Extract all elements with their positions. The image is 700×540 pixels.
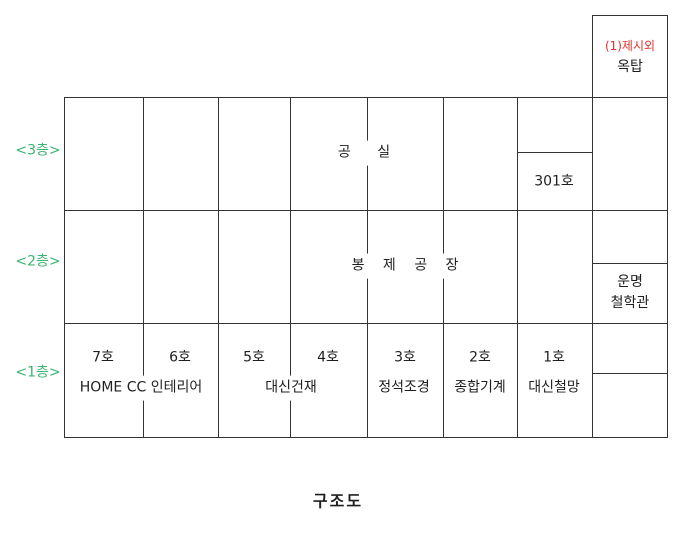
unit-number-3: 3호 <box>394 349 416 366</box>
grid-line <box>517 152 593 153</box>
room-301-label: 301호 <box>534 173 574 190</box>
hall-name-line1: 운명 <box>617 274 643 290</box>
grid-line <box>64 97 668 98</box>
unit-number-5: 5호 <box>243 349 265 366</box>
grid-line <box>517 97 518 438</box>
rooftop-box: (1)제시외 옥탑 <box>593 16 667 97</box>
floor-label-3f: <3층> <box>15 142 61 159</box>
unit-name-home-cc-interior: HOME CC 인테리어 <box>75 375 207 401</box>
diagram-title: 구조도 <box>312 491 364 511</box>
rooftop-annotation: (1)제시외 <box>604 39 656 53</box>
unit-number-2: 2호 <box>469 349 491 366</box>
hall-name-line2: 철학관 <box>610 295 650 311</box>
rooftop-name: 옥탑 <box>617 59 643 75</box>
grid-line <box>143 97 144 438</box>
grid-line <box>64 97 65 438</box>
hall-name: 운명 철학관 <box>593 264 667 322</box>
unit-name-daesin-cheolmang: 대신철망 <box>528 379 580 396</box>
unit-name-jeongseok-jogyeong: 정석조경 <box>374 375 434 401</box>
grid-line <box>592 15 668 16</box>
unit-number-4: 4호 <box>317 349 339 366</box>
floor-label-1f: <1층> <box>15 364 61 381</box>
grid-line <box>290 97 291 438</box>
grid-line <box>592 263 668 264</box>
grid-line <box>64 437 668 438</box>
grid-line <box>218 97 219 438</box>
unit-name-daesin-geonjae: 대신건재 <box>261 375 321 401</box>
unit-number-1: 1호 <box>543 349 565 366</box>
unit-number-7: 7호 <box>92 349 114 366</box>
floor-label-2f: <2층> <box>15 253 61 270</box>
unit-number-6: 6호 <box>169 349 191 366</box>
grid-line <box>592 15 593 97</box>
unit-name-jonghap-gigye: 종합기계 <box>450 375 510 401</box>
grid-line <box>667 15 668 97</box>
grid-line <box>667 97 668 438</box>
vacancy-label: 공 실 <box>333 140 395 166</box>
factory-label: 봉 제 공 장 <box>347 253 463 279</box>
grid-line <box>64 210 668 211</box>
grid-line <box>592 97 593 438</box>
grid-line <box>592 373 668 374</box>
grid-line <box>64 323 668 324</box>
